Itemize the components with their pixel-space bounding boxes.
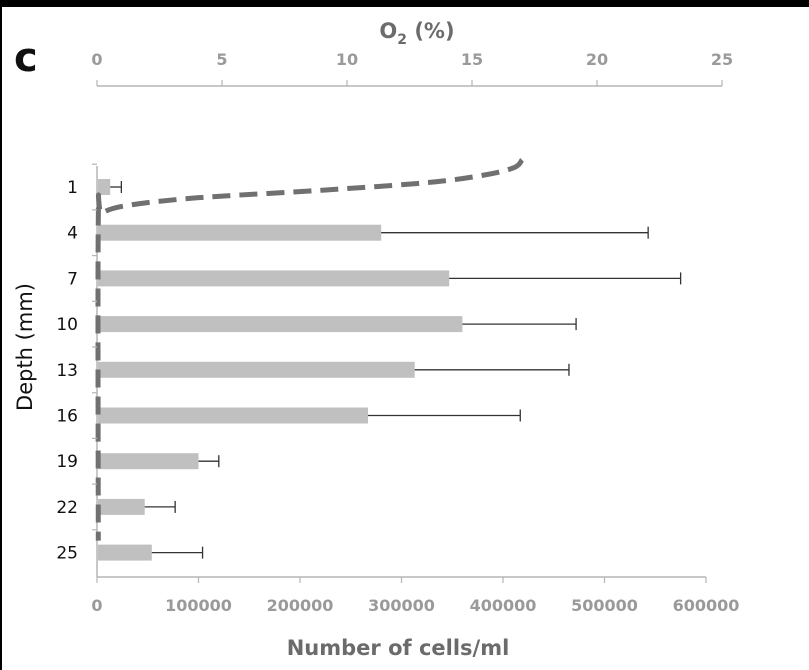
o2-axis-title-tail: (%) — [407, 19, 455, 43]
error-bars — [110, 181, 682, 559]
y-axis-title: Depth (mm) — [13, 283, 37, 411]
depth-tick-label: 13 — [56, 361, 78, 381]
cells-tick-labels: 0 100000 200000 300000 400000 500000 600000 — [91, 577, 739, 615]
bar — [98, 179, 111, 195]
o2-tick-label: 10 — [336, 50, 358, 69]
depth-tick-label: 4 — [67, 224, 78, 244]
o2-tick-label: 25 — [711, 50, 733, 69]
o2-tick-label: 20 — [586, 50, 608, 69]
bar — [98, 224, 382, 241]
o2-axis-title-main: O — [379, 19, 397, 43]
depth-tick-labels: 1 4 7 10 13 16 19 22 25 — [56, 163, 97, 564]
cells-tick-label: 100000 — [165, 596, 232, 615]
o2-ticks: 0 5 10 15 20 25 — [91, 50, 733, 86]
bar — [98, 316, 463, 333]
bar — [98, 498, 145, 515]
depth-tick-label: 25 — [56, 544, 78, 564]
o2-profile-line — [95, 158, 525, 541]
o2-axis-title-sub: 2 — [397, 32, 407, 48]
bar — [98, 453, 199, 470]
cells-tick-label: 600000 — [673, 596, 740, 615]
bar — [98, 361, 415, 378]
depth-tick-label: 10 — [56, 315, 78, 335]
cells-tick-label: 0 — [91, 596, 102, 615]
bars — [98, 179, 463, 561]
depth-tick-label: 7 — [67, 269, 78, 289]
depth-tick-label: 16 — [56, 407, 78, 427]
depth-tick-label: 22 — [56, 498, 78, 518]
cells-tick-label: 500000 — [571, 596, 638, 615]
cells-tick-label: 400000 — [470, 596, 537, 615]
o2-tick-label: 15 — [461, 50, 483, 69]
depth-tick-label: 1 — [67, 178, 78, 198]
bar — [98, 544, 152, 561]
o2-tick-label: 0 — [91, 50, 102, 69]
bar — [98, 407, 369, 424]
x-axis-title: Number of cells/ml — [287, 636, 510, 660]
cells-tick-label: 300000 — [368, 596, 435, 615]
panel-label: c — [14, 35, 38, 81]
o2-axis: O2 (%) 0 5 10 15 20 25 — [91, 19, 733, 87]
depth-tick-label: 19 — [56, 452, 78, 472]
o2-tick-label: 5 — [216, 50, 227, 69]
o2-axis-title: O2 (%) — [379, 19, 454, 48]
cells-tick-label: 200000 — [267, 596, 334, 615]
bar — [98, 270, 450, 287]
